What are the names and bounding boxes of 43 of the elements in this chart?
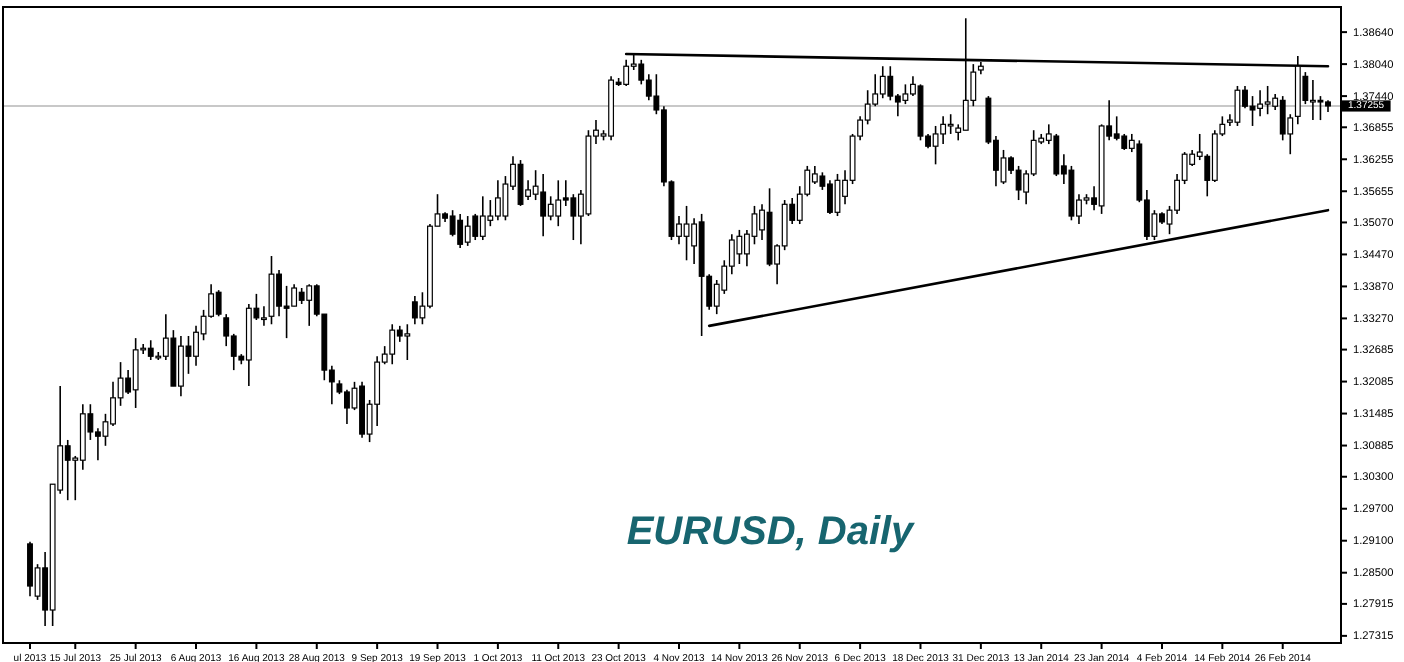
candlestick: [177, 335, 184, 398]
text: EURUSD, Daily: [626, 510, 916, 554]
candlestick: [834, 173, 841, 217]
candlestick: [879, 65, 886, 100]
candlestick: [291, 283, 298, 307]
candlestick: [147, 339, 154, 361]
candlestick: [64, 439, 71, 501]
candlestick: [79, 403, 86, 471]
candlestick: [374, 355, 381, 427]
candlestick: [1264, 85, 1271, 116]
candlestick: [479, 195, 486, 241]
candlestick: [344, 389, 350, 425]
candlestick: [1113, 115, 1120, 142]
candlestick: [1317, 95, 1324, 121]
candlestick: [411, 295, 418, 326]
candlestick: [1249, 95, 1256, 127]
candlestick: [404, 323, 411, 361]
candlestick: [940, 115, 947, 145]
candlestick: [1309, 79, 1316, 121]
candlestick: [389, 323, 396, 366]
candlestick: [947, 113, 954, 135]
candlestick: [276, 269, 282, 318]
candlestick: [494, 179, 501, 222]
candlestick: [27, 540, 33, 597]
candlestick: [472, 213, 479, 241]
candlestick: [359, 381, 365, 439]
candlestick: [1257, 89, 1264, 118]
candlestick: [306, 283, 313, 327]
candlestick: [464, 215, 471, 247]
candlestick: [1015, 165, 1022, 201]
candlestick: [826, 179, 833, 215]
candlestick: [132, 337, 139, 409]
candlestick: [547, 195, 554, 222]
candlestick: [268, 255, 275, 326]
candlestick: [1211, 129, 1218, 183]
candlestick: [887, 65, 894, 102]
candlestick: [683, 205, 690, 262]
candlestick: [555, 179, 562, 227]
candlestick: [1234, 85, 1241, 127]
candlestick: [623, 59, 630, 87]
candlestick: [457, 213, 464, 249]
candlestick: [540, 173, 547, 238]
candlestick: [517, 159, 524, 207]
